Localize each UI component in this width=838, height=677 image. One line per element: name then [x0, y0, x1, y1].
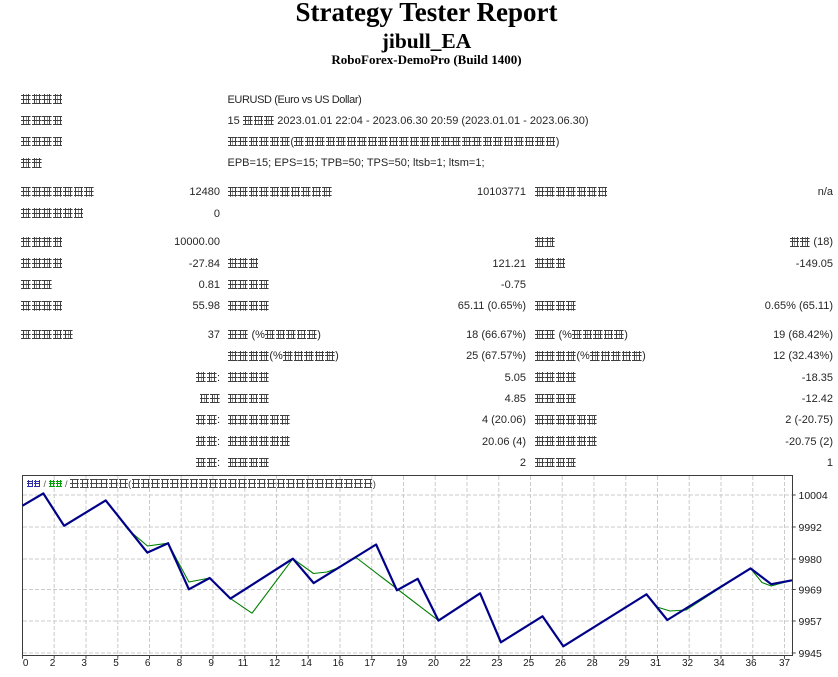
svg-text:20: 20	[428, 658, 440, 669]
svg-text:26: 26	[555, 658, 567, 669]
svg-text:9992: 9992	[799, 522, 823, 534]
svg-text:14: 14	[301, 658, 313, 669]
svg-text:34: 34	[714, 658, 726, 669]
svg-text:6: 6	[145, 658, 151, 669]
svg-text:22: 22	[460, 658, 472, 669]
svg-text:12: 12	[269, 658, 281, 669]
svg-text:2: 2	[50, 658, 56, 669]
svg-text:8: 8	[177, 658, 183, 669]
svg-text:5: 5	[113, 658, 119, 669]
svg-text:9945: 9945	[799, 648, 823, 660]
svg-text:3: 3	[81, 658, 87, 669]
svg-text:19: 19	[396, 658, 408, 669]
svg-text:9969: 9969	[799, 584, 823, 596]
svg-text:17: 17	[364, 658, 376, 669]
svg-text:23: 23	[491, 658, 503, 669]
svg-text:11: 11	[238, 658, 249, 669]
svg-text:9957: 9957	[799, 616, 823, 628]
svg-text:29: 29	[618, 658, 630, 669]
svg-text:16: 16	[333, 658, 345, 669]
svg-text:36: 36	[745, 658, 757, 669]
svg-text:0: 0	[23, 658, 29, 669]
svg-text:37: 37	[779, 658, 791, 669]
svg-text:9: 9	[208, 658, 214, 669]
svg-text:25: 25	[523, 658, 535, 669]
svg-text:9980: 9980	[799, 554, 823, 566]
svg-text:31: 31	[650, 658, 662, 669]
svg-text:28: 28	[587, 658, 599, 669]
svg-text:10004: 10004	[799, 490, 828, 502]
svg-text:32: 32	[682, 658, 694, 669]
